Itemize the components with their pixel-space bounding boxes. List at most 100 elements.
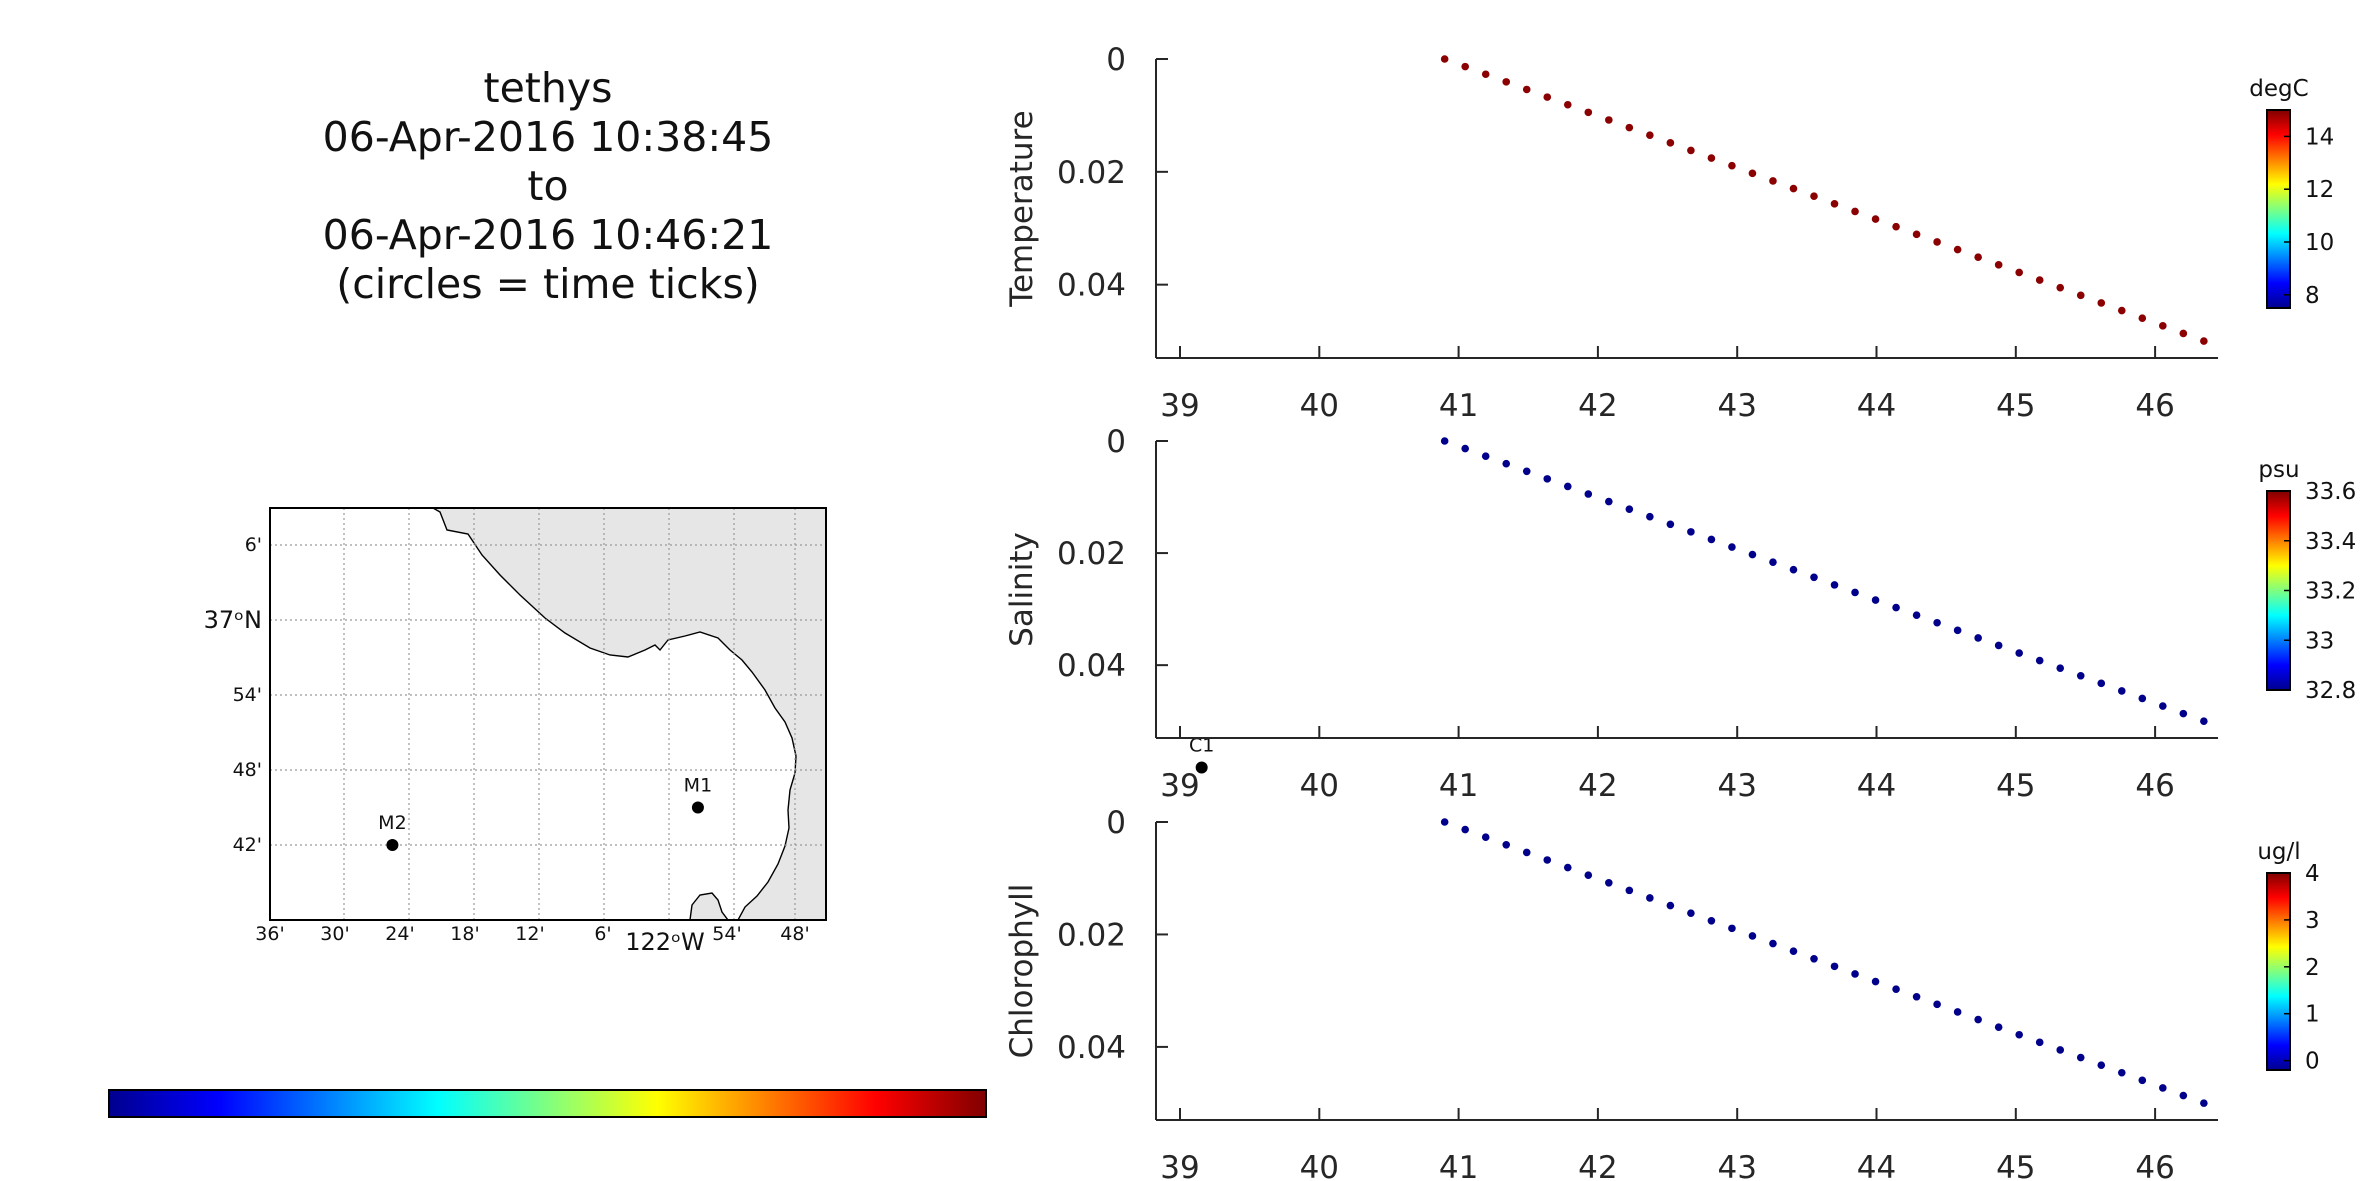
data-point bbox=[1481, 452, 1490, 460]
data-point bbox=[2076, 671, 2085, 680]
x-tick-label: 46 bbox=[2135, 388, 2174, 424]
data-point bbox=[1646, 894, 1654, 902]
x-tick-label: 45 bbox=[1996, 1150, 2035, 1181]
data-point bbox=[1481, 70, 1490, 79]
colorbar-tick-label: 32.8 bbox=[2305, 678, 2356, 704]
map-lat-tick: 42' bbox=[233, 834, 262, 856]
colorbar-tick-label: 33.6 bbox=[2305, 479, 2356, 505]
data-point bbox=[2056, 1046, 2065, 1054]
colorbar-tick-label: 10 bbox=[2305, 230, 2334, 256]
data-point bbox=[1974, 634, 1982, 642]
data-point bbox=[1851, 207, 1859, 216]
data-point bbox=[1769, 558, 1777, 566]
data-point bbox=[1748, 169, 1757, 178]
data-point bbox=[1851, 588, 1859, 597]
data-point bbox=[1502, 459, 1511, 468]
y-tick-label: 0.02 bbox=[1057, 155, 1126, 191]
x-tick-label: 44 bbox=[1857, 1150, 1896, 1181]
data-point bbox=[2076, 291, 2085, 300]
x-tick-label: 43 bbox=[1717, 388, 1756, 424]
x-tick-label: 42 bbox=[1578, 768, 1617, 804]
station-label: C1 bbox=[1189, 735, 1214, 757]
data-point bbox=[1646, 512, 1654, 521]
data-point bbox=[1687, 146, 1695, 155]
x-tick-label: 39 bbox=[1160, 388, 1199, 424]
x-tick-label: 42 bbox=[1578, 388, 1617, 424]
data-point bbox=[2015, 649, 2023, 657]
data-point bbox=[2035, 656, 2044, 665]
y-tick-label: 0.02 bbox=[1057, 917, 1126, 953]
title-line: 06-Apr-2016 10:46:21 bbox=[322, 211, 774, 259]
colorbar-tick-label: 1 bbox=[2305, 1002, 2320, 1028]
data-point bbox=[1994, 641, 2003, 650]
data-point bbox=[2159, 702, 2167, 710]
data-point bbox=[1871, 977, 1880, 986]
x-tick-label: 41 bbox=[1439, 388, 1478, 424]
data-point bbox=[1584, 490, 1593, 498]
x-tick-label: 40 bbox=[1300, 768, 1339, 804]
data-point bbox=[2200, 1099, 2208, 1107]
map-frame bbox=[269, 507, 827, 921]
data-point bbox=[1522, 85, 1531, 94]
data-point bbox=[2159, 322, 2167, 330]
map-lon-tick: 24' bbox=[385, 923, 414, 945]
x-tick-label: 39 bbox=[1160, 1150, 1199, 1181]
map-lon-tick: 12' bbox=[515, 923, 544, 945]
y-tick-label: 0.04 bbox=[1057, 648, 1126, 684]
data-point bbox=[1502, 840, 1511, 849]
data-point bbox=[1707, 916, 1716, 925]
time-colorbar bbox=[108, 1089, 987, 1118]
x-tick-label: 43 bbox=[1717, 768, 1756, 804]
figure-title: tethys 06-Apr-2016 10:38:45 to 06-Apr-20… bbox=[270, 64, 826, 309]
map-lat-tick: 37ᵒN bbox=[204, 606, 262, 634]
data-point bbox=[1543, 856, 1552, 864]
data-point bbox=[1440, 55, 1449, 63]
data-point bbox=[2179, 709, 2188, 718]
x-tick-label: 45 bbox=[1996, 768, 2035, 804]
coastline bbox=[431, 508, 826, 920]
x-tick-label: 46 bbox=[2135, 768, 2174, 804]
x-tick-label: 45 bbox=[1996, 388, 2035, 424]
data-point bbox=[1440, 437, 1449, 445]
data-point bbox=[1666, 139, 1675, 147]
map-lon-tick: 122ᵒW bbox=[625, 928, 704, 956]
data-point bbox=[1440, 818, 1449, 826]
data-point bbox=[2117, 687, 2126, 695]
map-lon-tick: 48' bbox=[780, 923, 809, 945]
data-point bbox=[1563, 863, 1572, 872]
station-marker bbox=[691, 801, 704, 814]
data-point bbox=[1728, 543, 1736, 551]
colorbar-tick-label: 2 bbox=[2305, 955, 2320, 981]
data-point bbox=[1543, 475, 1552, 483]
data-point bbox=[1646, 131, 1654, 140]
x-tick-label: 43 bbox=[1717, 1150, 1756, 1181]
y-axis-label: Chlorophyll bbox=[1004, 884, 1040, 1059]
map-plot-area bbox=[270, 508, 826, 920]
data-point bbox=[1748, 932, 1757, 940]
y-tick-label: 0 bbox=[1106, 805, 1126, 841]
x-tick-label: 41 bbox=[1439, 1150, 1478, 1181]
station-marker bbox=[1195, 761, 1208, 774]
colorbar-unit: ug/l bbox=[2257, 839, 2300, 865]
map-lon-tick: 30' bbox=[320, 923, 349, 945]
data-point bbox=[1584, 108, 1593, 117]
data-point bbox=[1871, 215, 1880, 223]
data-point bbox=[1605, 497, 1613, 506]
data-point bbox=[1707, 535, 1716, 544]
data-point bbox=[2035, 1038, 2044, 1047]
data-point bbox=[2200, 337, 2208, 345]
data-point bbox=[2076, 1053, 2085, 1062]
y-tick-label: 0 bbox=[1106, 42, 1126, 78]
data-point bbox=[1830, 200, 1839, 208]
data-point bbox=[2138, 1076, 2147, 1085]
data-point bbox=[1461, 62, 1469, 71]
data-point bbox=[2015, 268, 2023, 277]
x-tick-label: 44 bbox=[1857, 768, 1896, 804]
data-point bbox=[1933, 618, 1941, 627]
data-point bbox=[1769, 939, 1777, 948]
data-point bbox=[1851, 970, 1859, 978]
data-point bbox=[1871, 596, 1880, 604]
y-tick-label: 0.04 bbox=[1057, 1030, 1126, 1066]
